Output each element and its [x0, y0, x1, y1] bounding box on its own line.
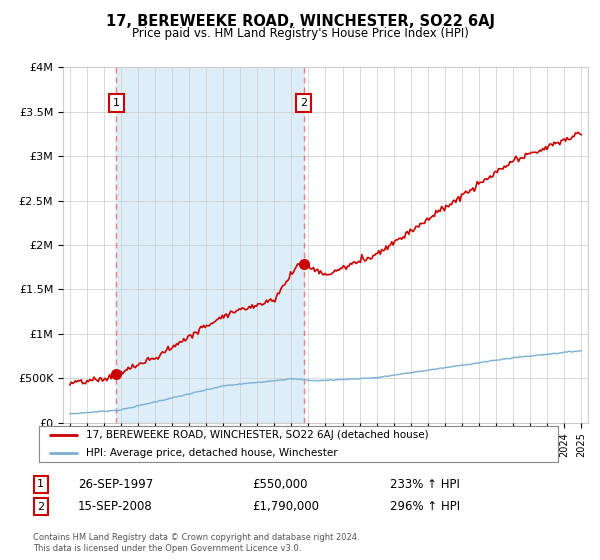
- Text: Price paid vs. HM Land Registry's House Price Index (HPI): Price paid vs. HM Land Registry's House …: [131, 27, 469, 40]
- Text: 2: 2: [37, 502, 44, 512]
- Text: 233% ↑ HPI: 233% ↑ HPI: [390, 478, 460, 491]
- Text: 26-SEP-1997: 26-SEP-1997: [78, 478, 153, 491]
- Text: 2: 2: [300, 98, 307, 108]
- Bar: [116, 67, 304, 423]
- Text: HPI: Average price, detached house, Winchester: HPI: Average price, detached house, Winc…: [86, 448, 337, 458]
- Text: 1: 1: [113, 98, 120, 108]
- Text: 296% ↑ HPI: 296% ↑ HPI: [390, 500, 460, 514]
- Text: 17, BEREWEEKE ROAD, WINCHESTER, SO22 6AJ: 17, BEREWEEKE ROAD, WINCHESTER, SO22 6AJ: [106, 14, 494, 29]
- Text: Contains HM Land Registry data © Crown copyright and database right 2024.
This d: Contains HM Land Registry data © Crown c…: [33, 533, 359, 553]
- Text: 1: 1: [37, 479, 44, 489]
- Text: £1,790,000: £1,790,000: [252, 500, 319, 514]
- Text: £550,000: £550,000: [252, 478, 308, 491]
- Text: 15-SEP-2008: 15-SEP-2008: [78, 500, 153, 514]
- Text: 17, BEREWEEKE ROAD, WINCHESTER, SO22 6AJ (detached house): 17, BEREWEEKE ROAD, WINCHESTER, SO22 6AJ…: [86, 430, 428, 440]
